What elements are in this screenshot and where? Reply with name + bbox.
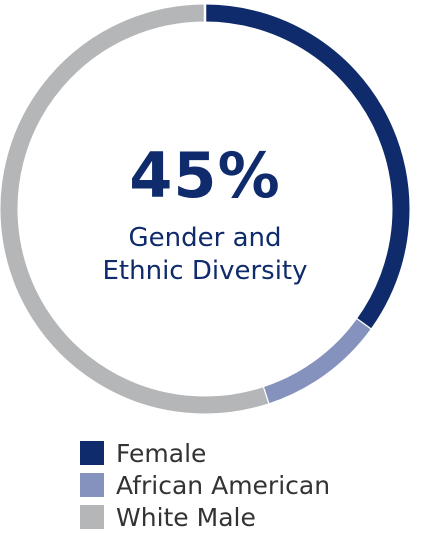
legend-item-female: Female xyxy=(80,437,330,469)
legend: Female African American White Male xyxy=(80,437,330,533)
legend-swatch-african-american xyxy=(80,473,104,497)
legend-swatch-female xyxy=(80,441,104,465)
donut-chart: 45% Gender and Ethnic Diversity xyxy=(0,3,410,414)
legend-swatch-white-male xyxy=(80,505,104,529)
center-value: 45% xyxy=(129,139,281,212)
legend-label-female: Female xyxy=(116,438,207,468)
donut-svg xyxy=(0,3,410,414)
legend-label-african-american: African American xyxy=(116,470,331,500)
donut-slice-african-american xyxy=(262,319,371,404)
donut-slice-white-male xyxy=(0,4,269,414)
legend-label-white-male: White Male xyxy=(116,502,256,532)
center-label-line-2: Ethnic Diversity xyxy=(102,256,308,286)
donut-slice-female xyxy=(204,4,410,330)
legend-item-african-american: African American xyxy=(80,469,330,501)
center-label-line-1: Gender and xyxy=(128,223,282,253)
legend-item-white-male: White Male xyxy=(80,501,330,533)
